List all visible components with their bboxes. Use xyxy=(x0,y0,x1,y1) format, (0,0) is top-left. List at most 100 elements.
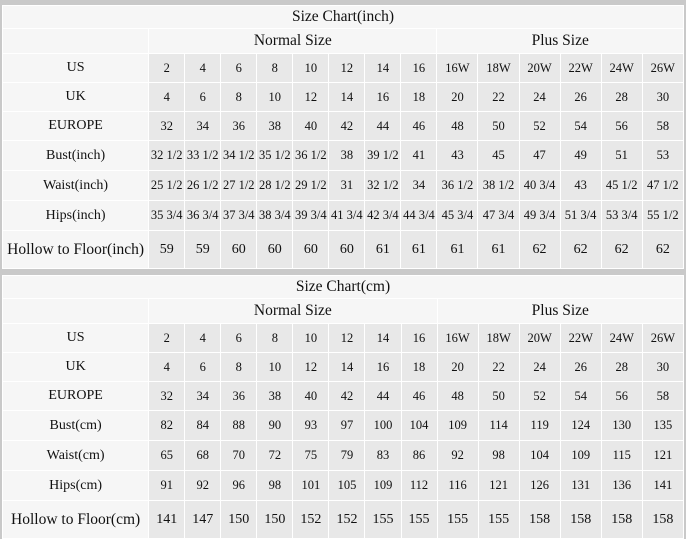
data-cell-normal: 34 xyxy=(184,381,222,411)
data-cell-normal: 8 xyxy=(220,352,258,382)
data-cell-normal: 44 3/4 xyxy=(400,200,438,231)
row-label: Hips(cm) xyxy=(1,470,150,501)
data-cell-plus: 51 3/4 xyxy=(559,200,602,231)
data-cell-plus: 98 xyxy=(477,440,520,471)
group-header-row: Normal Size Plus Size xyxy=(1,28,684,54)
data-cell-normal: 10 xyxy=(256,352,294,382)
data-cell-normal: 36 xyxy=(220,111,258,141)
table-row: UK 4 6 8 10 12 14 16 18 20 22 24 26 28 30 xyxy=(1,352,685,382)
data-cell-plus: 47 xyxy=(518,140,561,171)
table-row: Hollow to Floor(cm) 141 147 150 150 152 152 155… xyxy=(1,500,685,539)
data-cell-normal: 112 xyxy=(400,470,438,501)
data-cell-plus: 115 xyxy=(600,440,643,471)
data-cell-normal: 18 xyxy=(400,352,438,382)
data-cell-normal: 100 xyxy=(364,410,402,441)
data-cell-normal: 16 xyxy=(400,53,438,83)
data-cell-plus: 24W xyxy=(600,323,643,353)
data-cell-plus: 49 3/4 xyxy=(518,200,561,231)
data-cell-plus: 124 xyxy=(559,410,602,441)
data-cell-plus: 26W xyxy=(641,53,685,83)
table-row: Bust(inch) 32 1/2 33 1/2 34 1/2 35 1/2 36 1/2… xyxy=(1,140,685,171)
table-row: Bust(cm) 82 84 88 90 93 97 100 104 109 114 119 124 13… xyxy=(1,410,685,441)
title-row: Size Chart(inch) xyxy=(2,5,684,29)
data-cell-normal: 8 xyxy=(220,82,258,112)
data-cell-plus: 109 xyxy=(559,440,602,471)
data-cell-plus: 22W xyxy=(559,323,602,353)
data-cell-plus: 45 3/4 xyxy=(436,200,479,231)
data-cell-normal: 14 xyxy=(328,352,366,382)
data-cell-normal: 2 xyxy=(148,323,186,353)
data-cell-normal: 4 xyxy=(148,352,186,382)
data-cell-normal: 98 xyxy=(256,470,294,501)
data-cell-normal: 96 xyxy=(220,470,258,501)
data-cell-normal: 147 xyxy=(184,500,222,539)
data-cell-plus: 18W xyxy=(477,323,520,353)
data-cell-plus: 43 xyxy=(559,170,602,201)
data-cell-normal: 38 xyxy=(256,381,294,411)
data-cell-plus: 126 xyxy=(518,470,561,501)
data-cell-normal: 32 xyxy=(148,381,186,411)
data-cell-plus: 16W xyxy=(436,323,479,353)
data-cell-plus: 58 xyxy=(641,111,685,141)
data-cell-plus: 40 3/4 xyxy=(518,170,561,201)
data-cell-plus: 55 1/2 xyxy=(641,200,685,231)
title-row: Size Chart(cm) xyxy=(2,275,684,299)
data-cell-normal: 16 xyxy=(400,323,438,353)
row-label: Waist(inch) xyxy=(1,170,150,201)
data-cell-normal: 46 xyxy=(400,111,438,141)
data-cell-normal: 41 3/4 xyxy=(328,200,366,231)
data-cell-normal: 32 xyxy=(148,111,186,141)
data-cell-plus: 136 xyxy=(600,470,643,501)
data-cell-plus: 47 1/2 xyxy=(641,170,685,201)
data-cell-plus: 26W xyxy=(641,323,685,353)
data-cell-normal: 65 xyxy=(148,440,186,471)
corner-cell xyxy=(1,298,150,324)
group-header-plus-size: Plus Size xyxy=(436,28,684,54)
data-cell-normal: 152 xyxy=(292,500,330,539)
data-cell-normal: 26 1/2 xyxy=(184,170,222,201)
data-cell-normal: 60 xyxy=(328,230,366,269)
data-cell-plus: 43 xyxy=(436,140,479,171)
row-label: UK xyxy=(1,82,150,112)
data-cell-plus: 54 xyxy=(559,381,602,411)
table-row: Hips(inch) 35 3/4 36 3/4 37 3/4 38 3/4 39 3/4… xyxy=(1,200,685,231)
data-cell-normal: 104 xyxy=(400,410,438,441)
data-cell-normal: 32 1/2 xyxy=(148,140,186,171)
data-cell-plus: 24 xyxy=(518,352,561,382)
data-cell-normal: 32 1/2 xyxy=(364,170,402,201)
data-cell-normal: 12 xyxy=(328,53,366,83)
data-cell-normal: 39 3/4 xyxy=(292,200,330,231)
data-cell-plus: 158 xyxy=(641,500,685,539)
data-cell-normal: 10 xyxy=(292,53,330,83)
data-cell-normal: 97 xyxy=(328,410,366,441)
data-cell-plus: 62 xyxy=(600,230,643,269)
data-cell-normal: 14 xyxy=(364,53,402,83)
data-cell-normal: 8 xyxy=(256,53,294,83)
data-cell-plus: 45 xyxy=(477,140,520,171)
row-label: Bust(inch) xyxy=(1,140,150,171)
size-chart-cm-body: Size Chart(cm) Normal Size Plus Size US 2 4 6 8… xyxy=(1,275,685,539)
corner-cell xyxy=(1,28,150,54)
data-cell-plus: 158 xyxy=(600,500,643,539)
table-row: Waist(cm) 65 68 70 72 75 79 83 86 92 98 104 109 115 12… xyxy=(1,440,685,471)
data-cell-plus: 54 xyxy=(559,111,602,141)
data-cell-plus: 45 1/2 xyxy=(600,170,643,201)
table-row: EUROPE 32 34 36 38 40 42 44 46 48 50 52 54 56 58 xyxy=(1,111,685,141)
data-cell-plus: 24 xyxy=(518,82,561,112)
data-cell-normal: 38 xyxy=(256,111,294,141)
data-cell-plus: 92 xyxy=(436,440,479,471)
data-cell-plus: 48 xyxy=(436,381,479,411)
data-cell-normal: 82 xyxy=(148,410,186,441)
data-cell-normal: 44 xyxy=(364,111,402,141)
data-cell-plus: 16W xyxy=(436,53,479,83)
data-cell-normal: 86 xyxy=(400,440,438,471)
data-cell-plus: 26 xyxy=(559,352,602,382)
data-cell-normal: 18 xyxy=(400,82,438,112)
data-cell-plus: 52 xyxy=(518,381,561,411)
data-cell-plus: 116 xyxy=(436,470,479,501)
group-header-normal-size: Normal Size xyxy=(148,298,438,324)
chart-title: Size Chart(inch) xyxy=(2,5,684,29)
row-label: EUROPE xyxy=(1,111,150,141)
table-row: EUROPE 32 34 36 38 40 42 44 46 48 50 52 54 56 58 xyxy=(1,381,685,411)
data-cell-normal: 38 xyxy=(328,140,366,171)
